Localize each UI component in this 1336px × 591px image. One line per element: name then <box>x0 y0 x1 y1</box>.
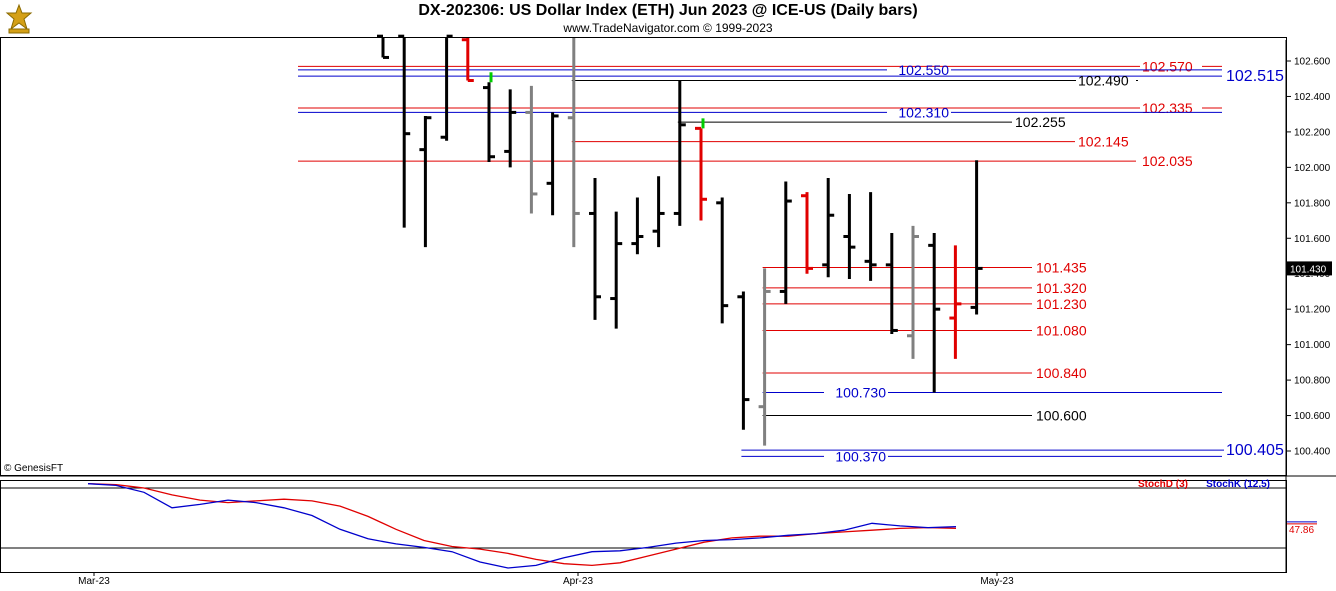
y-tick-label: 101.200 <box>1294 305 1331 316</box>
y-tick-label: 102.000 <box>1294 163 1331 174</box>
level-label: 102.035 <box>1142 153 1193 169</box>
level-label: 102.550 <box>898 62 949 78</box>
level-label: 102.255 <box>1015 114 1066 130</box>
level-label: 102.145 <box>1078 134 1129 150</box>
y-tick-label: 102.600 <box>1294 57 1331 68</box>
legend-stochk: StochK (12,5) <box>1206 479 1270 490</box>
stoch-series-line <box>87 483 957 569</box>
y-tick-label: 101.600 <box>1294 234 1331 245</box>
level-label: 101.230 <box>1036 296 1087 312</box>
level-label: 101.320 <box>1036 280 1087 296</box>
level-label: 101.080 <box>1036 322 1087 338</box>
level-label: 102.570 <box>1142 58 1193 74</box>
y-tick-label: 101.800 <box>1294 198 1331 209</box>
level-label: 102.490 <box>1078 73 1129 89</box>
x-tick-label: Mar-23 <box>78 576 110 587</box>
chart-subtitle: www.TradeNavigator.com © 1999-2023 <box>563 21 773 35</box>
price-panel-frame <box>0 37 1287 476</box>
level-label: 102.515 <box>1226 68 1284 85</box>
stoch-last-value: 47.86 <box>1289 525 1314 536</box>
stoch-series-line <box>87 483 957 567</box>
chart-title: DX-202306: US Dollar Index (ETH) Jun 202… <box>418 2 918 19</box>
y-tick-label: 102.200 <box>1294 127 1331 138</box>
level-label: 102.310 <box>898 104 949 120</box>
genesis-logo-icon <box>3 3 35 35</box>
stoch-panel-frame <box>0 480 1287 573</box>
level-label: 101.435 <box>1036 260 1087 276</box>
y-tick-label: 100.600 <box>1294 411 1331 422</box>
last-price-label: 101.430 <box>1290 264 1327 275</box>
level-label: 102.335 <box>1142 100 1193 116</box>
last-price-box <box>1287 261 1332 276</box>
level-label: 100.370 <box>835 448 886 464</box>
y-tick-label: 100.800 <box>1294 376 1331 387</box>
level-label: 100.600 <box>1036 408 1087 424</box>
x-tick-label: May-23 <box>980 576 1014 587</box>
y-tick-label: 100.400 <box>1294 447 1331 458</box>
y-tick-label: 102.400 <box>1294 92 1331 103</box>
level-label: 100.840 <box>1036 365 1087 381</box>
y-tick-label: 101.000 <box>1294 340 1331 351</box>
copyright-label: © GenesisFT <box>4 463 64 474</box>
level-label: 100.405 <box>1226 442 1284 459</box>
legend-stochd: StochD (3) <box>1138 479 1188 490</box>
x-tick-label: Apr-23 <box>563 576 593 587</box>
level-label: 100.730 <box>835 385 886 401</box>
